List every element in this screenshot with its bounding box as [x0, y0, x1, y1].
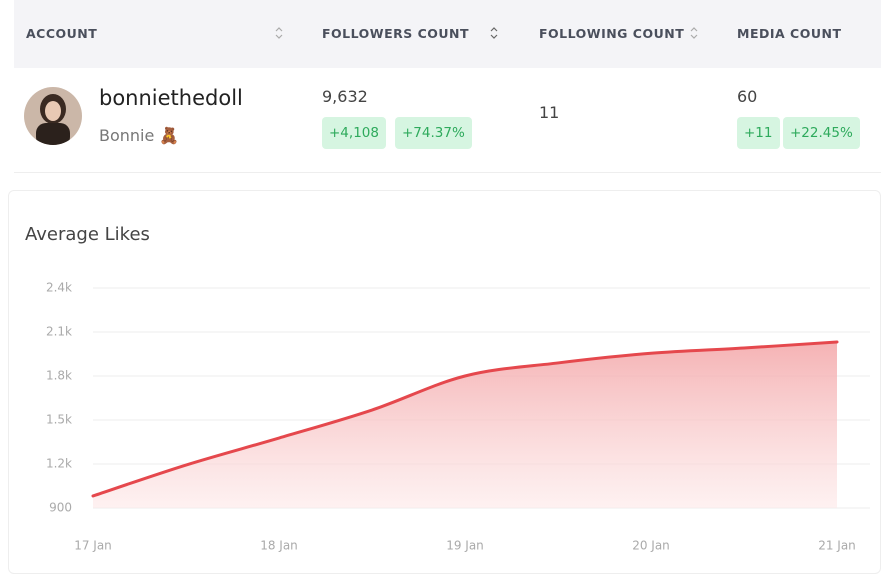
x-tick-label: 17 Jan — [74, 539, 112, 553]
y-tick-label: 1.5k — [46, 413, 72, 427]
display-name: Bonnie 🧸 — [99, 126, 180, 145]
y-tick-label: 2.1k — [46, 325, 72, 339]
column-header[interactable]: FOLLOWERS COUNT — [322, 26, 470, 41]
sort-icon[interactable] — [489, 25, 499, 41]
following-count: 11 — [539, 103, 560, 122]
sort-icon[interactable] — [274, 25, 284, 41]
table-row[interactable] — [14, 68, 881, 173]
chart-title: Average Likes — [25, 224, 150, 245]
y-tick-label: 1.2k — [46, 457, 72, 471]
column-header[interactable]: ACCOUNT — [26, 26, 98, 41]
area — [93, 341, 837, 508]
column-header[interactable]: FOLLOWING COUNT — [539, 26, 685, 41]
media-count: 60 — [737, 87, 758, 106]
username[interactable]: bonniethedoll — [99, 86, 243, 110]
sort-icon[interactable] — [689, 25, 699, 41]
chart: Average Likes 900 1.2k 1.5k 1.8k 2.1k 2.4k 17 … — [25, 224, 870, 553]
x-tick-label: 18 Jan — [260, 539, 298, 553]
y-tick-label: 900 — [49, 501, 72, 515]
table-header — [14, 0, 881, 68]
avatar[interactable] — [24, 87, 82, 145]
change-badge: +74.37% — [395, 117, 472, 149]
x-tick-label: 20 Jan — [632, 539, 670, 553]
x-tick-label: 21 Jan — [818, 539, 856, 553]
x-tick-label: 19 Jan — [446, 539, 484, 553]
change-badge: +22.45% — [783, 117, 860, 149]
column-header[interactable]: MEDIA COUNT — [737, 26, 842, 41]
change-badge: +11 — [737, 117, 780, 149]
y-tick-label: 1.8k — [46, 369, 72, 383]
line — [91, 340, 839, 498]
y-tick-label: 2.4k — [46, 281, 72, 295]
change-badge: +4,108 — [322, 117, 386, 149]
followers-count: 9,632 — [322, 87, 368, 106]
